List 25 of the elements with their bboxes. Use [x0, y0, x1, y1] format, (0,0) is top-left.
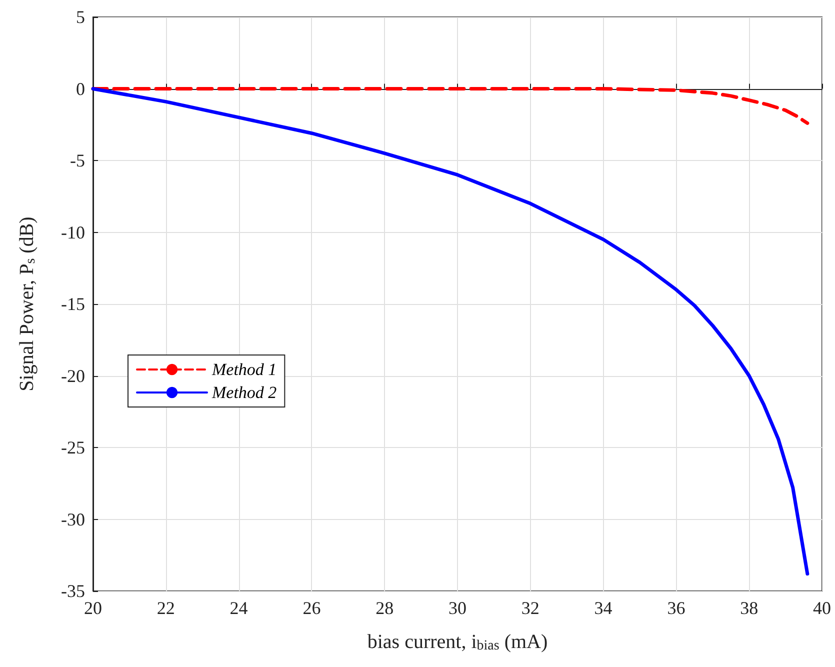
x-tick-label: 22: [156, 598, 175, 618]
x-tick-label: 28: [376, 598, 394, 618]
y-tick-label: -15: [61, 294, 85, 314]
y-tick-label: -5: [70, 150, 85, 170]
y-tick-label: -20: [61, 366, 85, 386]
x-tick-label: 26: [302, 598, 321, 618]
x-tick-label: 30: [448, 598, 466, 618]
x-tick-label: 32: [521, 598, 540, 618]
line-series: [91, 87, 810, 576]
x-tick-label: 24: [230, 598, 248, 618]
legend-label: Method 2: [211, 383, 278, 402]
y-axis-title: Signal Power, Ps (dB): [16, 216, 38, 392]
y-tick-label: -35: [61, 581, 85, 601]
y-tick-label: -25: [61, 438, 85, 458]
y-tick-label: 5: [76, 7, 85, 27]
y-tick-label: -10: [61, 222, 85, 242]
x-tick-label: 20: [84, 598, 102, 618]
x-tick-label: 36: [667, 598, 686, 618]
legend-label: Method 1: [211, 360, 277, 379]
x-axis-title: bias current, ibias (mA): [367, 631, 548, 654]
x-tick-label: 38: [740, 598, 758, 618]
y-tick-label: -30: [61, 509, 85, 530]
x-tick-label: 34: [594, 598, 612, 618]
x-tick-label: 40: [813, 598, 831, 618]
y-tick-label: 0: [76, 78, 85, 99]
